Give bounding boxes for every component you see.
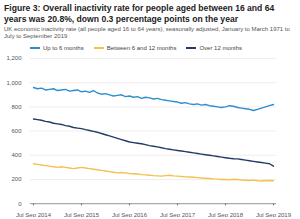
html-text:Figure 3: Overall inactivity r: Figure 3: Overall inactivity rate for pe… bbox=[4, 3, 275, 24]
svg-text:Jul Sep 2016: Jul Sep 2016 bbox=[112, 212, 148, 217]
svg-text:Jul Sep 2017: Jul Sep 2017 bbox=[160, 212, 196, 217]
svg-text:1,200: 1,200 bbox=[6, 55, 22, 61]
svg-text:800: 800 bbox=[11, 104, 22, 110]
svg-text:Jul Sep 2015: Jul Sep 2015 bbox=[64, 212, 100, 217]
html-text:Between 6 and 12 months: Between 6 and 12 months bbox=[106, 44, 177, 51]
html-text:UK economic inactivity rate (a: UK economic inactivity rate (all people … bbox=[4, 26, 290, 40]
svg-text:0: 0 bbox=[18, 200, 22, 206]
svg-text:600: 600 bbox=[11, 128, 22, 134]
html-text:Up to 6 months: Up to 6 months bbox=[43, 44, 84, 51]
svg-text:1,000: 1,000 bbox=[6, 79, 22, 85]
svg-text:Jul Sep 2019: Jul Sep 2019 bbox=[256, 212, 292, 217]
svg-text:Jul Sep 2014: Jul Sep 2014 bbox=[16, 212, 52, 217]
svg-text:200: 200 bbox=[11, 176, 22, 182]
svg-text:Jul Sep 2018: Jul Sep 2018 bbox=[208, 212, 244, 217]
html-text:Over 12 months: Over 12 months bbox=[199, 44, 243, 51]
svg-text:400: 400 bbox=[11, 152, 22, 158]
